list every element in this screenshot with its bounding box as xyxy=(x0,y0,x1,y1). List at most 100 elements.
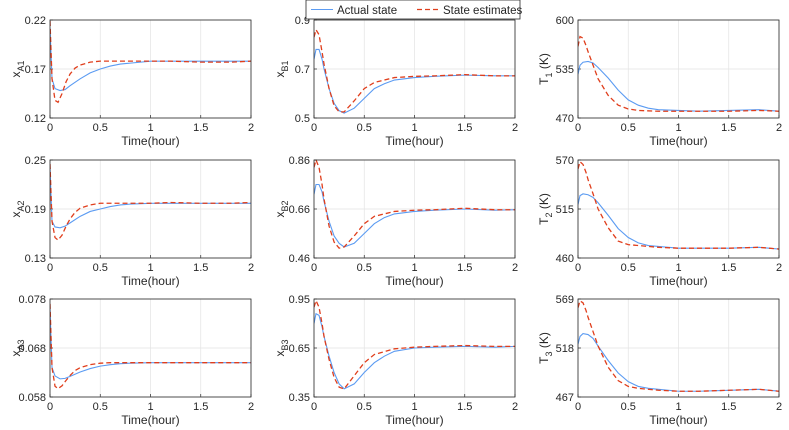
y-tick-label: 515 xyxy=(556,204,574,216)
series-estimate-line xyxy=(314,299,515,390)
series-estimate-line xyxy=(578,299,779,392)
x-tick-label: 1.5 xyxy=(193,401,208,413)
legend-box xyxy=(305,0,521,20)
axes-box xyxy=(313,298,516,398)
x-tick-label: 0 xyxy=(575,262,581,274)
legend: Actual state State estimates xyxy=(305,0,523,20)
x-axis-label: Time(hour) xyxy=(649,134,707,148)
x-axis-label: Time(hour) xyxy=(385,134,443,148)
y-axis-label-subscript: 3 xyxy=(544,351,554,356)
y-axis-label-subscript: B1 xyxy=(280,60,290,71)
y-tick-label: 0.13 xyxy=(25,253,46,265)
x-tick-label: 0.5 xyxy=(93,262,108,274)
x-axis-label: Time(hour) xyxy=(385,274,443,288)
x-tick-label: 2 xyxy=(512,401,518,413)
y-axis-label-main: x xyxy=(9,212,23,218)
y-axis-label-main: T xyxy=(537,77,551,85)
x-tick-label: 1 xyxy=(411,401,417,413)
y-axis-label-unit: (K) xyxy=(537,193,551,212)
series-estimate-line xyxy=(50,20,251,104)
series-estimate-line xyxy=(578,160,779,250)
x-tick-label: 1 xyxy=(411,122,417,134)
x-tick-label: 0 xyxy=(311,262,317,274)
y-axis-label-main: T xyxy=(537,217,551,225)
x-tick-label: 1.5 xyxy=(457,122,472,134)
x-tick-label: 0.5 xyxy=(621,122,636,134)
x-tick-label: 1.5 xyxy=(721,262,736,274)
subplot-xA2: 0 0.5 1 1.5 2 0.13 0.19 0.25 Time(hour) xA2 xyxy=(9,155,254,288)
x-tick-label: 0 xyxy=(311,122,317,134)
x-tick-label: 0.5 xyxy=(621,262,636,274)
x-tick-label: 1 xyxy=(675,122,681,134)
axes-box xyxy=(49,19,252,119)
y-tick-label: 0.068 xyxy=(18,343,46,355)
x-tick-label: 2 xyxy=(248,401,254,413)
x-axis-label: Time(hour) xyxy=(385,413,443,427)
x-tick-label: 1.5 xyxy=(721,401,736,413)
y-axis-label-subscript: 2 xyxy=(544,212,554,217)
y-axis-label-subscript: B2 xyxy=(280,200,290,211)
x-tick-label: 0 xyxy=(575,122,581,134)
x-tick-label: 1 xyxy=(675,401,681,413)
y-tick-label: 0.35 xyxy=(289,392,310,404)
y-axis-label-main: x xyxy=(273,351,287,357)
x-tick-label: 0.5 xyxy=(357,262,372,274)
y-tick-label: 0.46 xyxy=(289,253,310,265)
y-tick-label: 0.078 xyxy=(18,294,46,306)
subplot-xA3: 0 0.5 1 1.5 2 0.058 0.068 0.078 Time(hour) xA3 xyxy=(9,294,254,427)
y-tick-label: 0.95 xyxy=(289,294,310,306)
y-axis-label-unit: (K) xyxy=(537,53,551,72)
y-axis-label: xA3 xyxy=(9,339,26,356)
x-tick-label: 0.5 xyxy=(621,401,636,413)
y-tick-label: 460 xyxy=(556,253,574,265)
y-axis-label: T2 (K) xyxy=(537,193,554,225)
y-tick-label: 0.5 xyxy=(295,113,310,125)
y-tick-label: 0.7 xyxy=(295,64,310,76)
y-axis-label-main: x xyxy=(9,351,23,357)
y-axis-label-main: T xyxy=(537,356,551,364)
x-tick-label: 1.5 xyxy=(193,262,208,274)
x-tick-label: 0.5 xyxy=(357,122,372,134)
axes-box xyxy=(577,298,780,398)
y-tick-label: 0.058 xyxy=(18,392,46,404)
y-tick-label: 0.25 xyxy=(25,155,46,167)
series-estimate-line xyxy=(314,160,515,249)
y-tick-label: 470 xyxy=(556,113,574,125)
series-estimate-line xyxy=(50,303,251,390)
y-axis-label-main: x xyxy=(273,212,287,218)
y-axis-label-subscript: 1 xyxy=(544,72,554,77)
x-tick-label: 0.5 xyxy=(93,401,108,413)
legend-estimate-label: State estimates xyxy=(443,5,523,17)
axes-box xyxy=(313,19,516,119)
y-tick-label: 0.65 xyxy=(289,343,310,355)
subplot-T3: 0 0.5 1 1.5 2 467 518 569 Time(hour) T3 (K) xyxy=(537,294,782,427)
y-axis-label: T1 (K) xyxy=(537,53,554,85)
y-axis-label: T3 (K) xyxy=(537,332,554,364)
x-tick-label: 1 xyxy=(675,262,681,274)
x-tick-label: 2 xyxy=(248,122,254,134)
x-tick-label: 0.5 xyxy=(93,122,108,134)
y-axis-label-subscript: B3 xyxy=(280,339,290,350)
y-tick-label: 518 xyxy=(556,343,574,355)
x-tick-label: 2 xyxy=(776,401,782,413)
axes-box xyxy=(577,19,780,119)
y-tick-label: 570 xyxy=(556,155,574,167)
y-tick-label: 600 xyxy=(556,15,574,27)
y-tick-label: 569 xyxy=(556,294,574,306)
x-tick-label: 2 xyxy=(512,122,518,134)
x-tick-label: 1 xyxy=(147,122,153,134)
axes-box xyxy=(49,298,252,398)
y-tick-label: 0.17 xyxy=(25,64,46,76)
x-tick-label: 1 xyxy=(147,262,153,274)
x-tick-label: 1.5 xyxy=(721,122,736,134)
y-axis-label: xB2 xyxy=(273,200,290,217)
series-estimate-line xyxy=(578,35,779,112)
x-tick-label: 1 xyxy=(147,401,153,413)
y-tick-label: 0.22 xyxy=(25,15,46,27)
x-axis-label: Time(hour) xyxy=(649,274,707,288)
y-axis-label-unit: (K) xyxy=(537,332,551,351)
x-tick-label: 0 xyxy=(311,401,317,413)
